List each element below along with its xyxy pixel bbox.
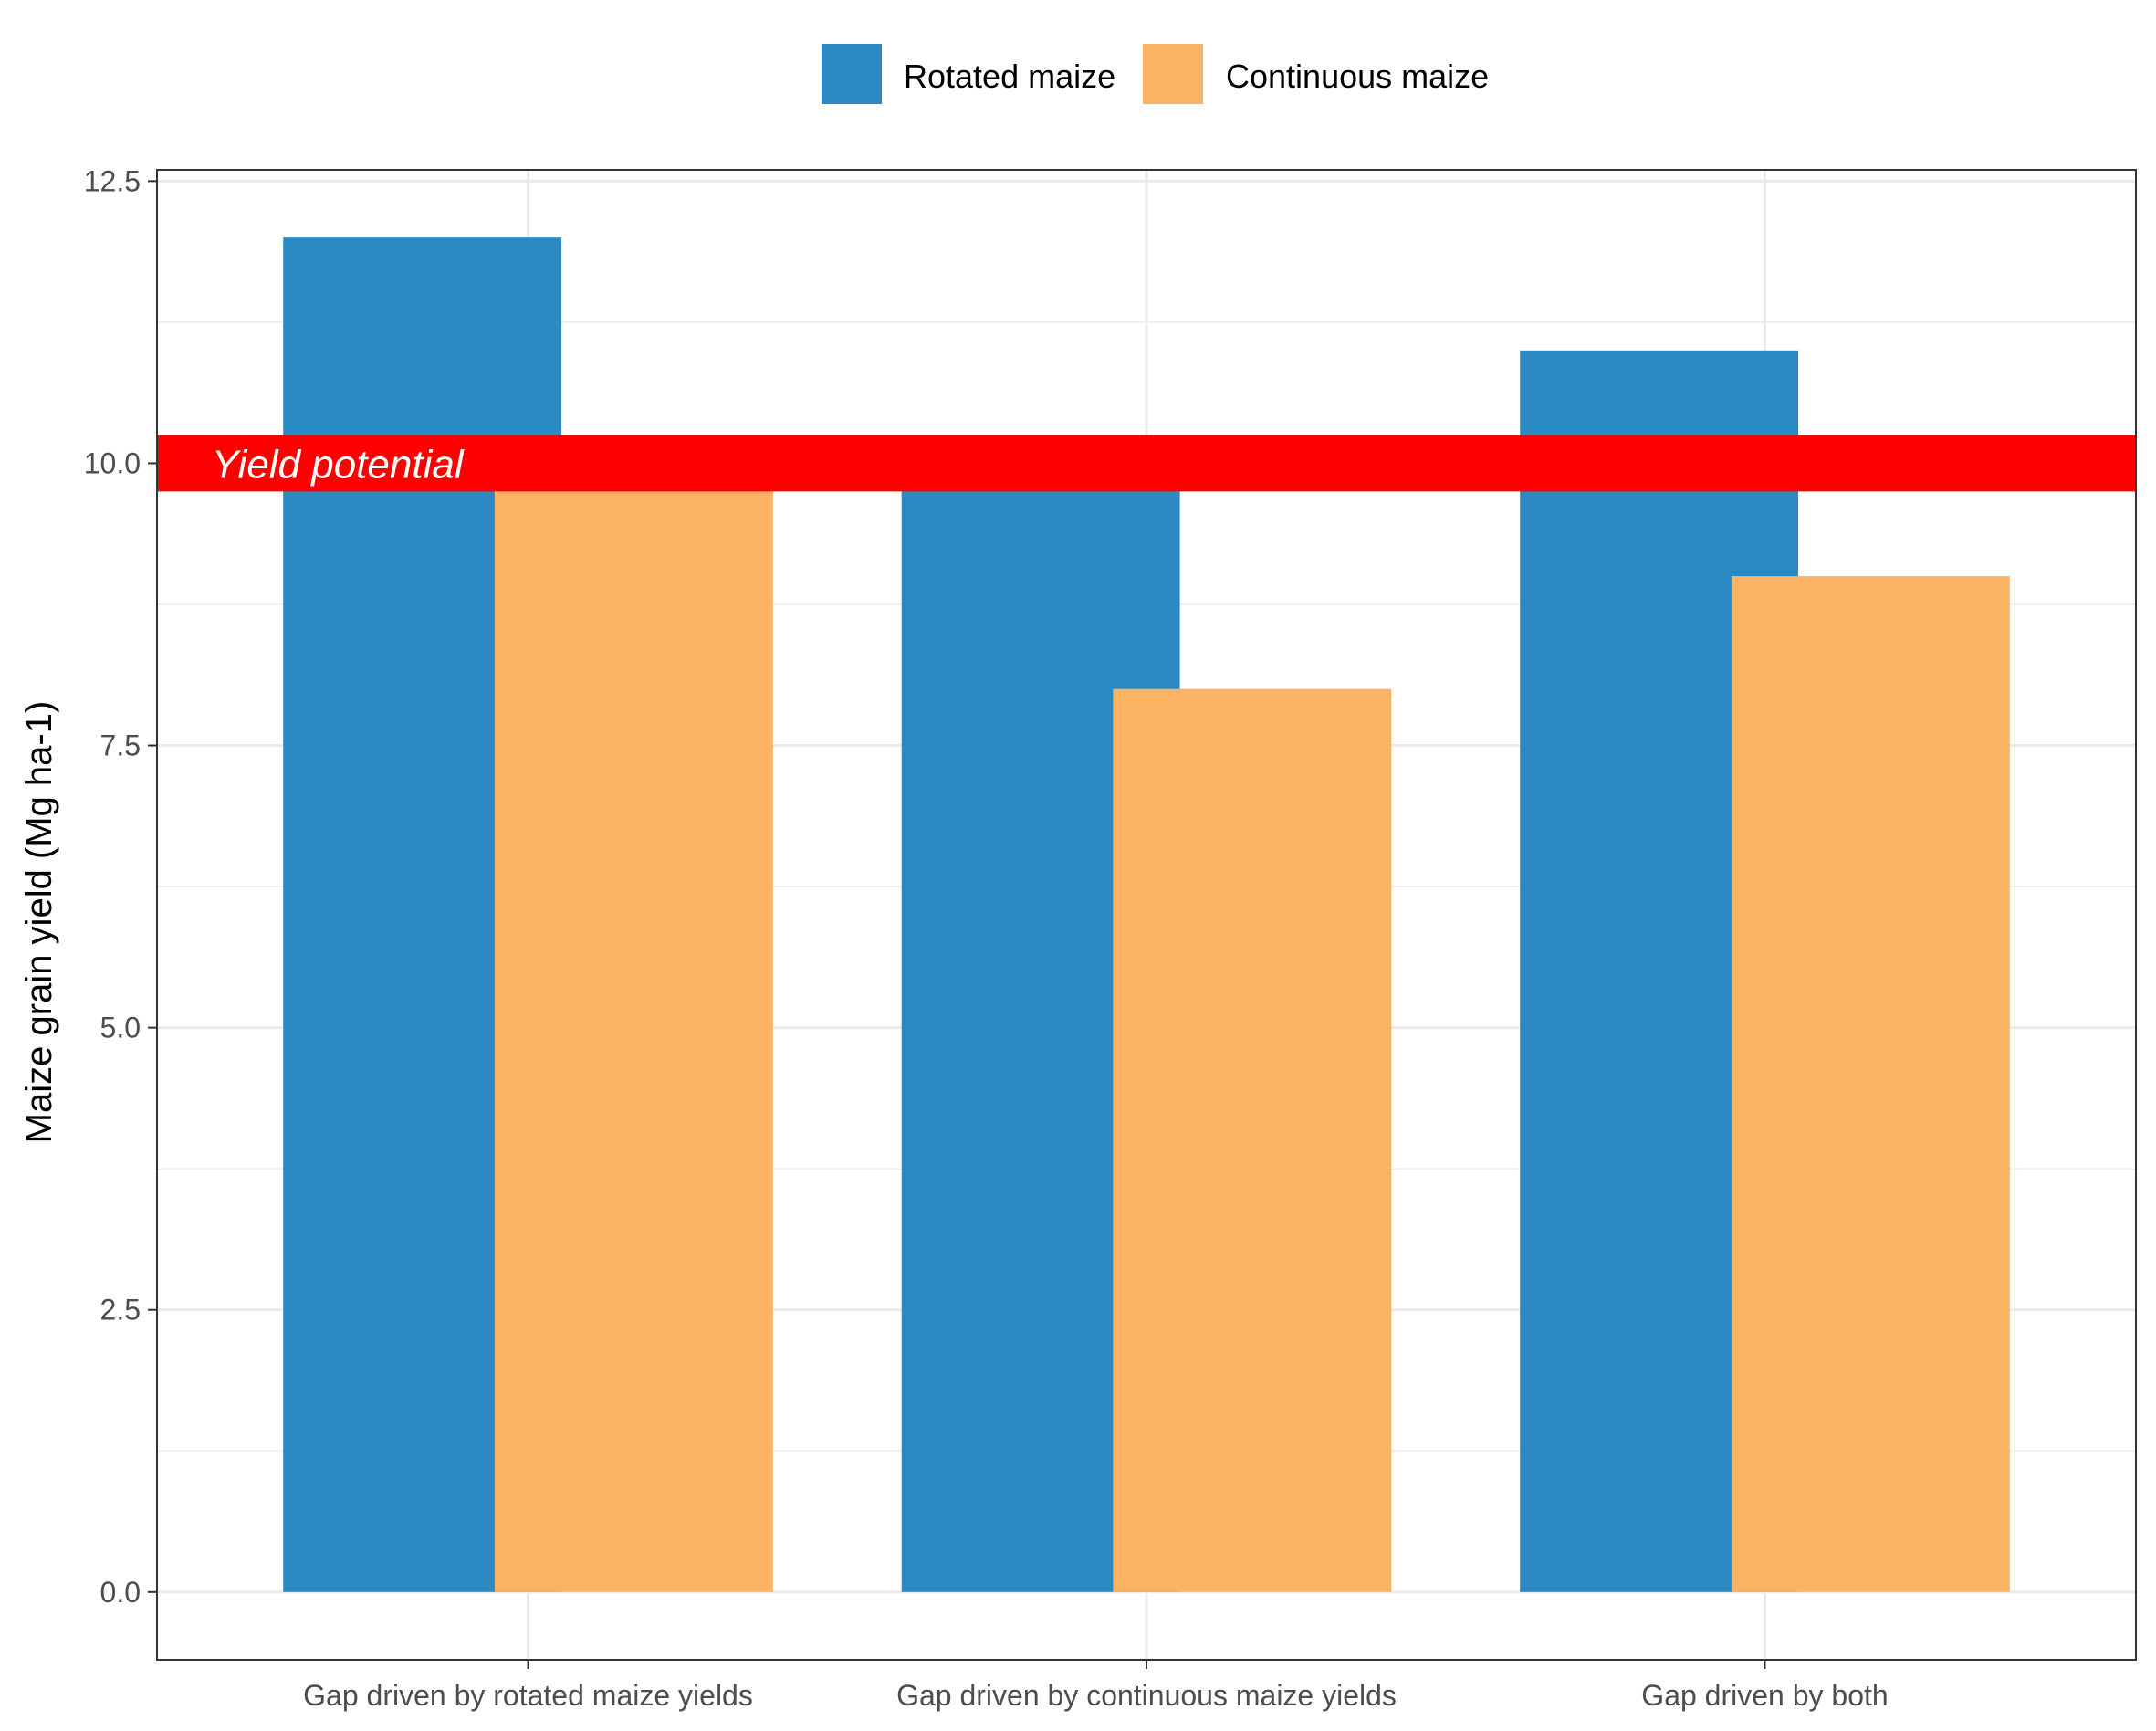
- x-tick-label: Gap driven by both: [1641, 1679, 1888, 1712]
- x-tick-label: Gap driven by rotated maize yields: [303, 1679, 753, 1712]
- legend: Rotated maize Continuous maize: [822, 44, 1489, 104]
- y-tick-label: 2.5: [100, 1294, 141, 1327]
- legend-label-rotated-maize: Rotated maize: [904, 58, 1115, 95]
- x-tick-label: Gap driven by continuous maize yields: [896, 1679, 1397, 1712]
- bar-continuous-maize-2: [1113, 688, 1392, 1592]
- yield-potential-band: [157, 435, 2136, 492]
- y-tick-label: 12.5: [84, 164, 141, 197]
- y-tick-label: 0.0: [100, 1576, 141, 1609]
- y-tick-label: 7.5: [100, 729, 141, 762]
- legend-swatch-continuous-maize: [1143, 44, 1203, 104]
- bar-continuous-maize-3: [1731, 576, 2010, 1592]
- y-axis: 0.0 2.5 5.0 7.5 10.0 12.5: [84, 164, 157, 1609]
- yield-potential-label: Yield potential: [212, 442, 465, 487]
- y-tick-label: 10.0: [84, 446, 141, 479]
- x-axis: Gap driven by rotated maize yields Gap dr…: [303, 1660, 1889, 1712]
- y-axis-title: Maize grain yield (Mg ha-1): [19, 701, 59, 1144]
- legend-swatch-rotated-maize: [822, 44, 882, 104]
- yield-potential-annotation: Yield potential: [157, 435, 2136, 492]
- y-tick-label: 5.0: [100, 1012, 141, 1044]
- legend-label-continuous-maize: Continuous maize: [1226, 58, 1489, 95]
- bar-continuous-maize-1: [494, 463, 773, 1592]
